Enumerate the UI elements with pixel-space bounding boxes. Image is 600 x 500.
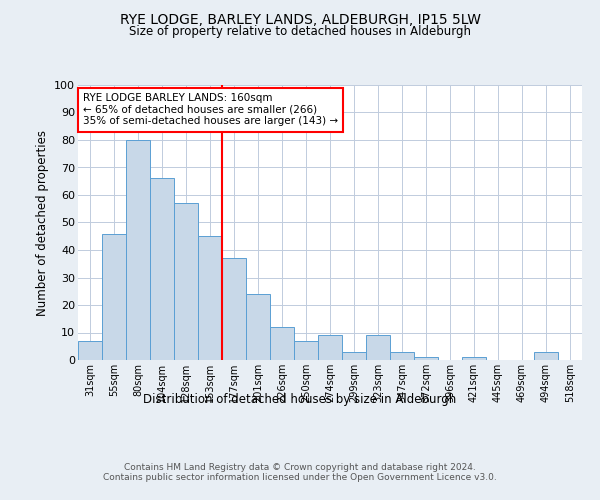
Bar [246,294,270,360]
Text: Contains HM Land Registry data © Crown copyright and database right 2024.
Contai: Contains HM Land Registry data © Crown c… [103,462,497,482]
Y-axis label: Number of detached properties: Number of detached properties [35,130,49,316]
Bar [78,341,102,360]
Bar [126,140,150,360]
Bar [462,357,486,360]
Bar [414,357,438,360]
Bar [102,234,126,360]
Bar [294,341,318,360]
Text: RYE LODGE BARLEY LANDS: 160sqm
← 65% of detached houses are smaller (266)
35% of: RYE LODGE BARLEY LANDS: 160sqm ← 65% of … [83,93,338,126]
Bar [174,203,198,360]
Bar [150,178,174,360]
Text: Size of property relative to detached houses in Aldeburgh: Size of property relative to detached ho… [129,25,471,38]
Bar [198,236,222,360]
Bar [222,258,246,360]
Bar [342,352,366,360]
Bar [270,327,294,360]
Text: Distribution of detached houses by size in Aldeburgh: Distribution of detached houses by size … [143,392,457,406]
Bar [318,335,342,360]
Text: RYE LODGE, BARLEY LANDS, ALDEBURGH, IP15 5LW: RYE LODGE, BARLEY LANDS, ALDEBURGH, IP15… [119,12,481,26]
Bar [534,352,558,360]
Bar [390,352,414,360]
Bar [366,335,390,360]
